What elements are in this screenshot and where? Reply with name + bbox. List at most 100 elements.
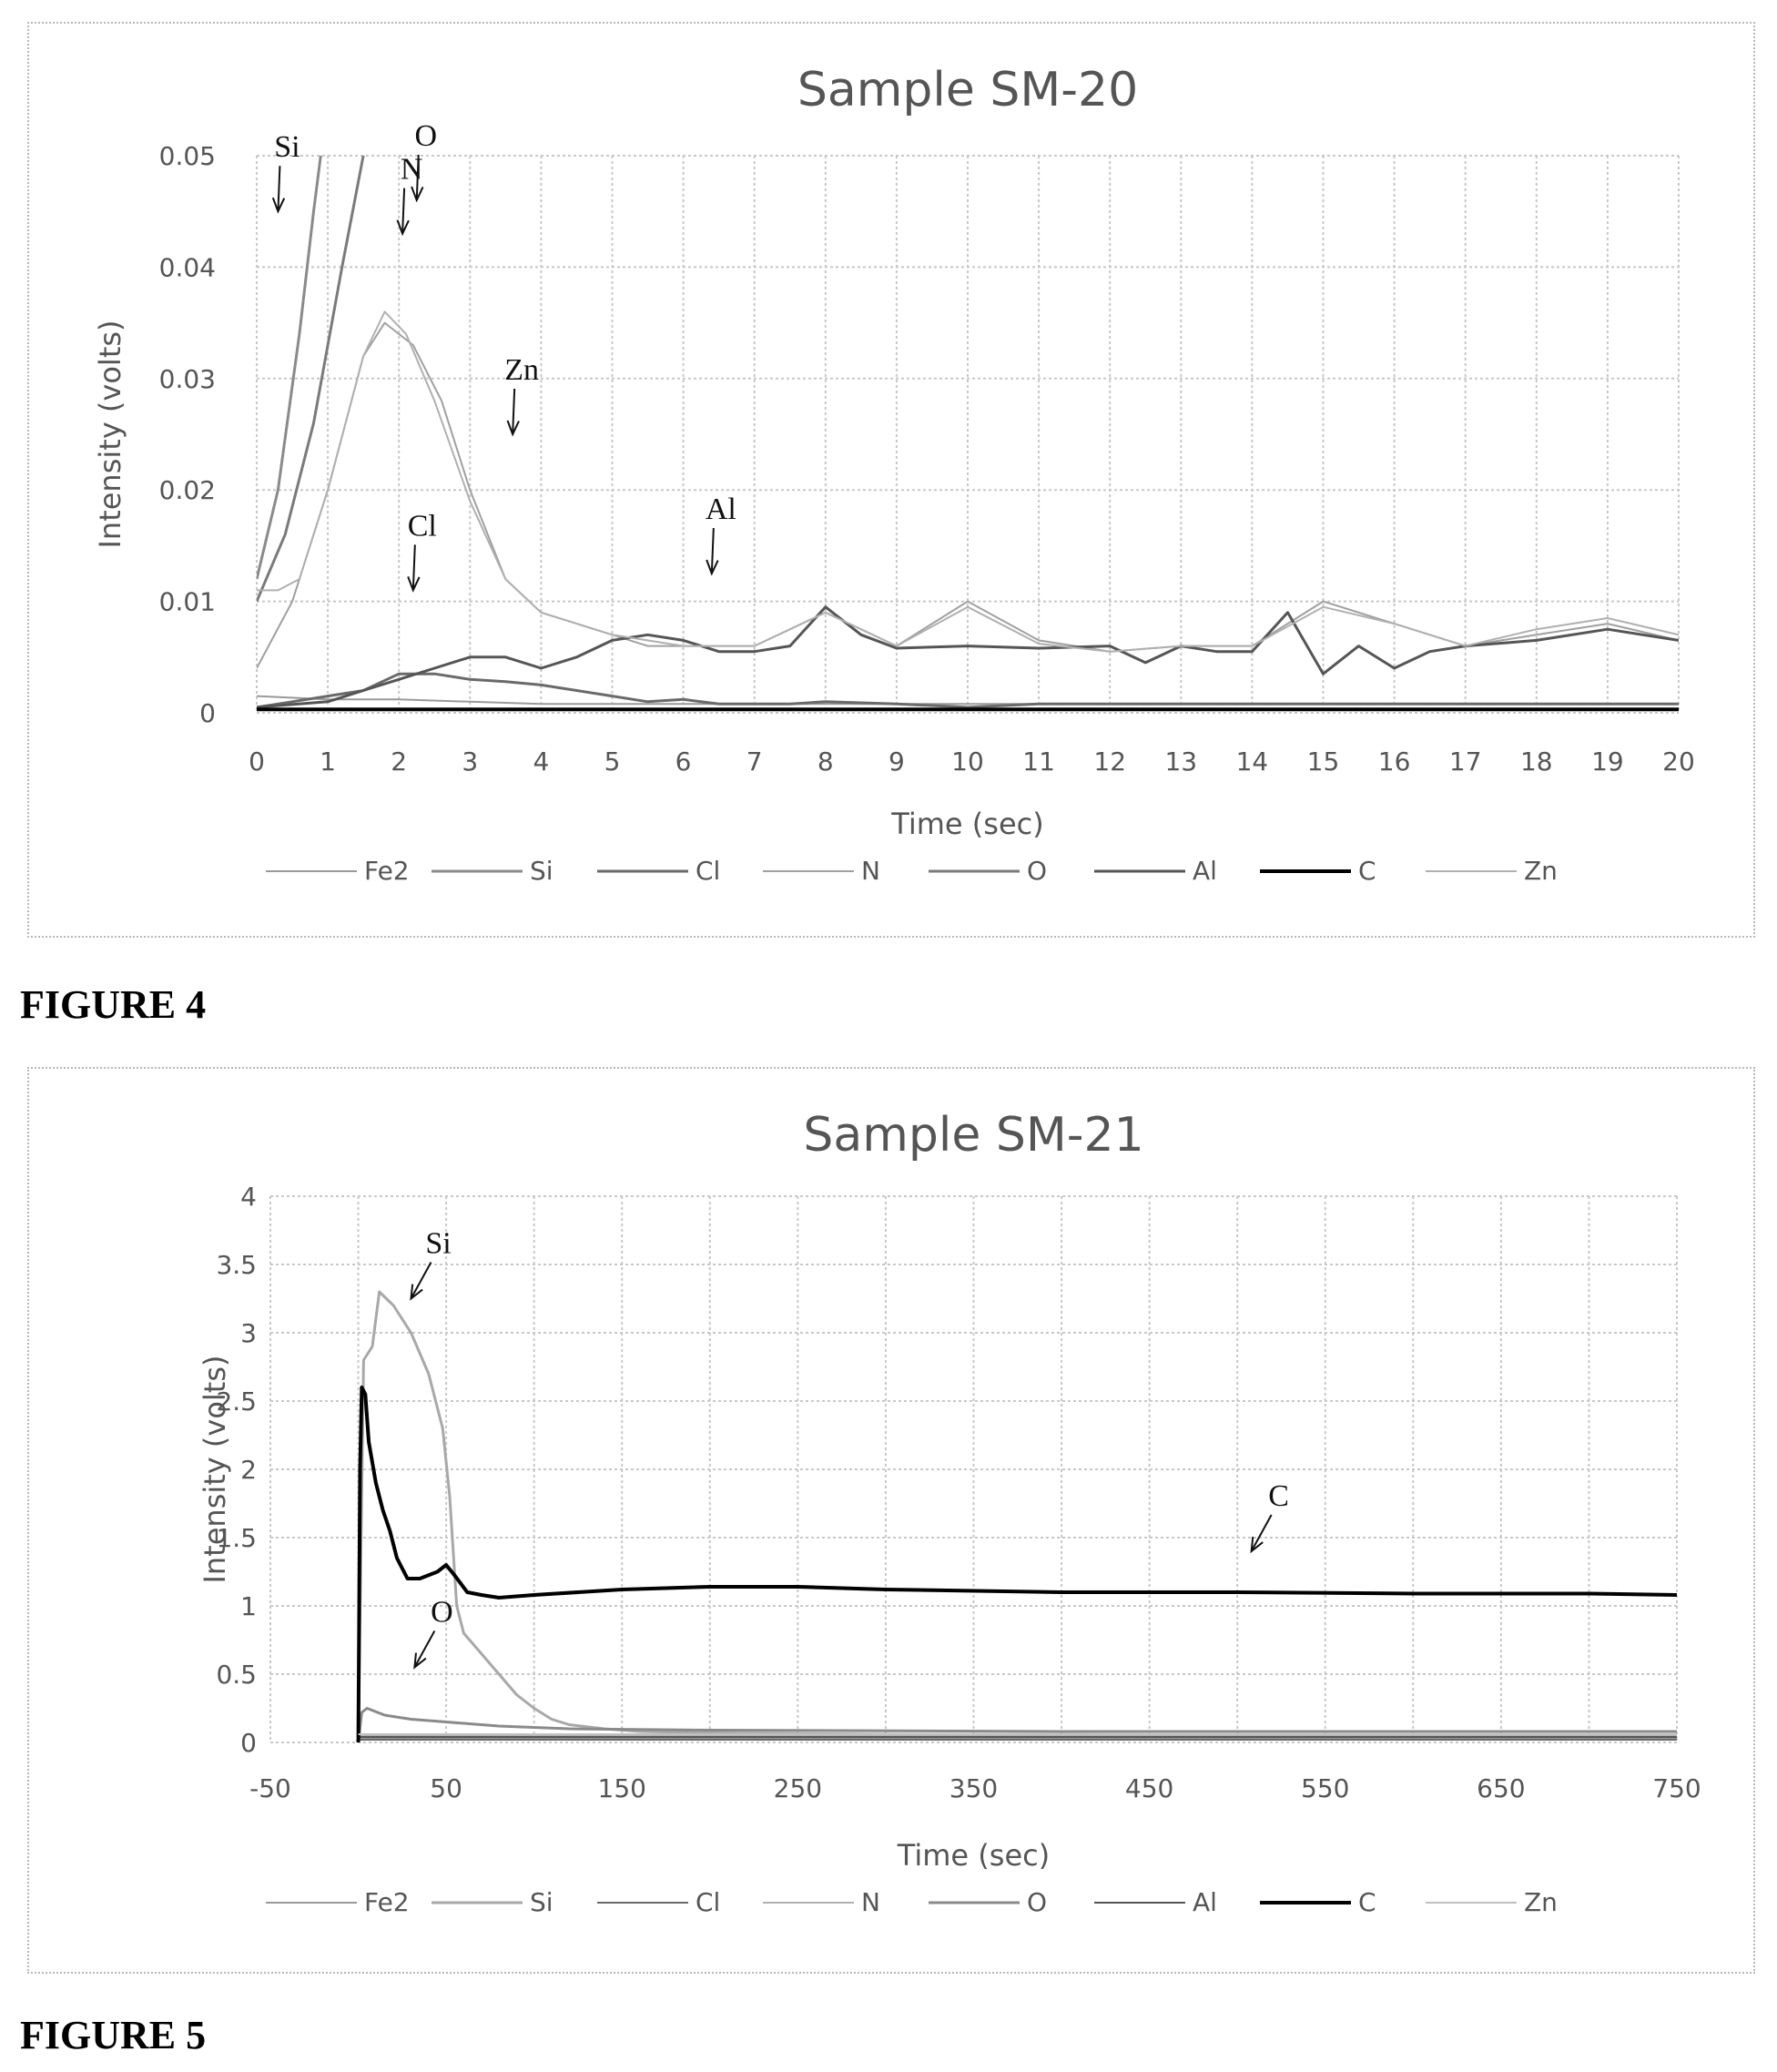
chart-title: Sample SM-21 [803, 1108, 1143, 1163]
legend-label-o: O [1027, 856, 1047, 886]
legend-label-zn: Zn [1524, 1887, 1558, 1917]
annotation-arrow [277, 166, 281, 212]
series-line-o [357, 1707, 1677, 1742]
x-tick-label: 450 [1125, 1773, 1173, 1803]
legend-label-fe2: Fe2 [364, 1887, 410, 1917]
x-tick-label: 350 [949, 1773, 998, 1803]
legend-label-cl: Cl [696, 1887, 720, 1917]
y-axis-title: Intensity (volts) [198, 1355, 232, 1583]
annotation-arrowhead [413, 1652, 427, 1670]
annotation-label: Si [274, 130, 300, 164]
x-tick-label: 8 [817, 747, 834, 777]
x-tick-label: 18 [1520, 747, 1553, 777]
figure-5-chart: Sample SM-21 0 0.5 1 1.5 2 2.5 3 3.5 4 -50 50 150 250… [198, 1108, 1701, 1917]
y-axis-title: Intensity (volts) [93, 320, 127, 548]
annotation-arrowhead [407, 576, 421, 593]
annotation-label: Cl [408, 509, 437, 543]
y-tick-label: 0.02 [159, 475, 216, 505]
annotation-arrowhead [1250, 1536, 1264, 1554]
legend-label-o: O [1027, 1887, 1047, 1917]
y-tick-label: 0.5 [216, 1660, 257, 1690]
chart-title: Sample SM-20 [797, 63, 1138, 117]
annotation-arrowhead [411, 186, 424, 203]
annotation-label: C [1268, 1479, 1289, 1513]
y-tick-label: 3 [240, 1318, 257, 1348]
figure-4-label: FIGURE 4 [20, 982, 207, 1027]
x-tick-label: 13 [1164, 747, 1197, 777]
annotation-arrowhead [410, 1284, 423, 1301]
annotation-label: O [414, 119, 437, 153]
x-axis-title: Time (sec) [897, 1838, 1050, 1873]
annotation-arrow [415, 154, 420, 200]
series-line-si [257, 156, 322, 580]
x-tick-label: 1 [320, 747, 336, 777]
x-tick-label: 19 [1591, 747, 1624, 777]
x-tick-label: 16 [1378, 747, 1411, 777]
x-tick-label: 12 [1093, 747, 1126, 777]
legend-label-c: C [1358, 856, 1376, 886]
annotation-label: Zn [504, 353, 539, 387]
y-tick-label: 0.04 [159, 252, 216, 282]
x-tick-label: 5 [604, 747, 621, 777]
y-tick-label: 2 [240, 1455, 257, 1485]
series-line-zn [257, 310, 1679, 653]
x-tick-label: 11 [1022, 747, 1055, 777]
legend-label-c: C [1358, 1887, 1376, 1917]
x-tick-label: 550 [1301, 1773, 1349, 1803]
x-tick-label: 10 [951, 747, 984, 777]
x-tick-label: 6 [675, 747, 692, 777]
figure-5-chart-panel: Sample SM-21 0 0.5 1 1.5 2 2.5 3 3.5 4 -50 50 150 250… [27, 1067, 1755, 1974]
y-tick-label: 1.5 [216, 1523, 257, 1553]
annotation-arrow [410, 1262, 432, 1299]
annotation-arrowhead [271, 197, 286, 214]
series-line-al [257, 605, 1679, 709]
legend-label-al: Al [1193, 1887, 1217, 1917]
annotation-arrowhead [396, 219, 410, 237]
x-tick-label: 650 [1477, 1773, 1525, 1803]
y-tick-label: 0 [240, 1728, 257, 1758]
series-line-c [356, 1386, 1677, 1742]
legend-label-n: N [861, 856, 880, 886]
series-line-o [257, 156, 365, 603]
annotation-arrow [413, 1630, 436, 1668]
annotation-arrow [512, 388, 516, 435]
annotation-label: Al [706, 493, 736, 526]
x-tick-label: -50 [249, 1773, 291, 1803]
annotation-label: Si [425, 1227, 451, 1261]
figure-5-label: FIGURE 5 [20, 2013, 207, 2057]
x-tick-label: 2 [391, 747, 407, 777]
series-line-cl [257, 672, 1679, 709]
annotation-arrowhead [706, 559, 719, 576]
x-tick-label: 9 [888, 747, 905, 777]
legend-label-fe2: Fe2 [364, 856, 410, 886]
legend-label-n: N [861, 1887, 880, 1917]
x-tick-label: 150 [598, 1773, 646, 1803]
annotation-label: O [431, 1596, 453, 1630]
annotation-arrow [401, 188, 406, 234]
y-tick-label: 0.03 [159, 364, 216, 394]
y-tick-label: 0.01 [159, 587, 216, 617]
x-tick-label: 4 [533, 747, 549, 777]
annotation-arrow [411, 544, 416, 591]
legend-label-si: Si [530, 1887, 553, 1917]
x-tick-label: 14 [1236, 747, 1269, 777]
y-tick-label: 3.5 [216, 1250, 257, 1280]
annotation-arrow [1250, 1514, 1273, 1552]
y-tick-label: 2.5 [216, 1386, 257, 1417]
figure-4-chart-panel: Sample SM-20 0 0.01 0.02 0.03 0.04 0.05 0 1 2 3 4 5 6… [27, 22, 1755, 938]
y-tick-label: 4 [240, 1182, 257, 1212]
annotation-arrowhead [506, 420, 520, 437]
x-tick-label: 7 [746, 747, 763, 777]
x-tick-label: 15 [1307, 747, 1340, 777]
x-tick-label: 3 [462, 747, 478, 777]
legend-label-cl: Cl [696, 856, 720, 886]
annotation-label: N [401, 153, 423, 187]
y-tick-label: 1 [240, 1591, 257, 1621]
legend-label-zn: Zn [1524, 856, 1558, 886]
x-tick-label: 250 [774, 1773, 822, 1803]
y-tick-label: 0.05 [159, 141, 216, 171]
x-tick-label: 0 [249, 747, 265, 777]
x-tick-label: 17 [1449, 747, 1482, 777]
x-axis-title: Time (sec) [890, 807, 1043, 841]
